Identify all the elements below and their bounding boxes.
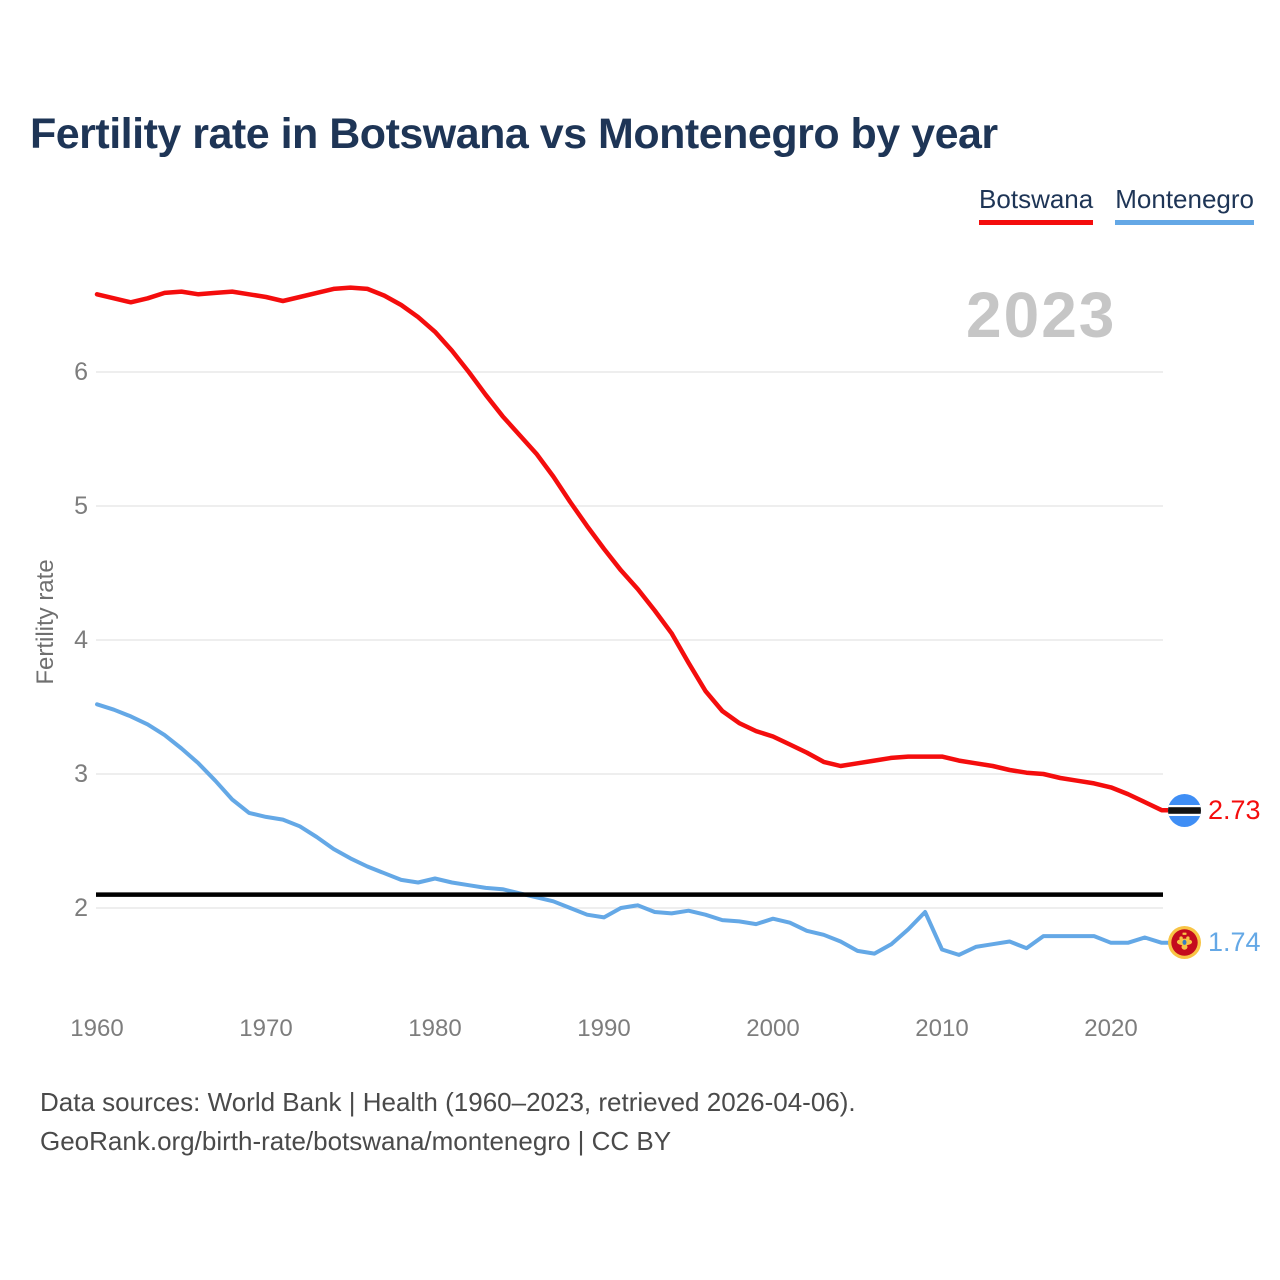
botswana-end-label: 2.73 (1168, 793, 1261, 827)
x-tick-label: 1970 (239, 1015, 293, 1042)
legend-item-montenegro[interactable]: Montenegro (1115, 184, 1254, 225)
x-tick-label: 2010 (915, 1015, 969, 1042)
x-tick-label: 1990 (577, 1015, 631, 1042)
watermark-year: 2023 (966, 279, 1117, 351)
footer-sources: Data sources: World Bank | Health (1960–… (40, 1087, 856, 1117)
footer-link[interactable]: GeoRank.org/birth-rate/botswana/monteneg… (40, 1126, 672, 1156)
montenegro-flag-icon (1168, 926, 1201, 960)
footer: Data sources: World Bank | Health (1960–… (40, 1083, 856, 1161)
y-tick-label: 5 (74, 492, 88, 520)
botswana-end-value: 2.73 (1208, 794, 1261, 825)
legend: Botswana Montenegro (979, 184, 1254, 225)
botswana-flag-icon (1168, 793, 1201, 827)
y-tick-label: 6 (74, 358, 88, 386)
legend-item-botswana[interactable]: Botswana (979, 184, 1094, 225)
x-tick-label: 1980 (408, 1015, 462, 1042)
x-tick-label: 2000 (746, 1015, 800, 1042)
y-tick-label: 3 (74, 760, 88, 788)
page-title: Fertility rate in Botswana vs Montenegro… (30, 110, 998, 158)
y-tick-label: 4 (74, 626, 88, 654)
y-tick-label: 2 (74, 894, 88, 922)
x-tick-label: 2020 (1084, 1015, 1138, 1042)
botswana-line (94, 285, 1174, 813)
montenegro-line (95, 702, 1173, 957)
montenegro-end-label: 1.74 (1168, 926, 1261, 960)
montenegro-end-value: 1.74 (1208, 927, 1261, 958)
x-tick-label: 1960 (70, 1015, 124, 1042)
